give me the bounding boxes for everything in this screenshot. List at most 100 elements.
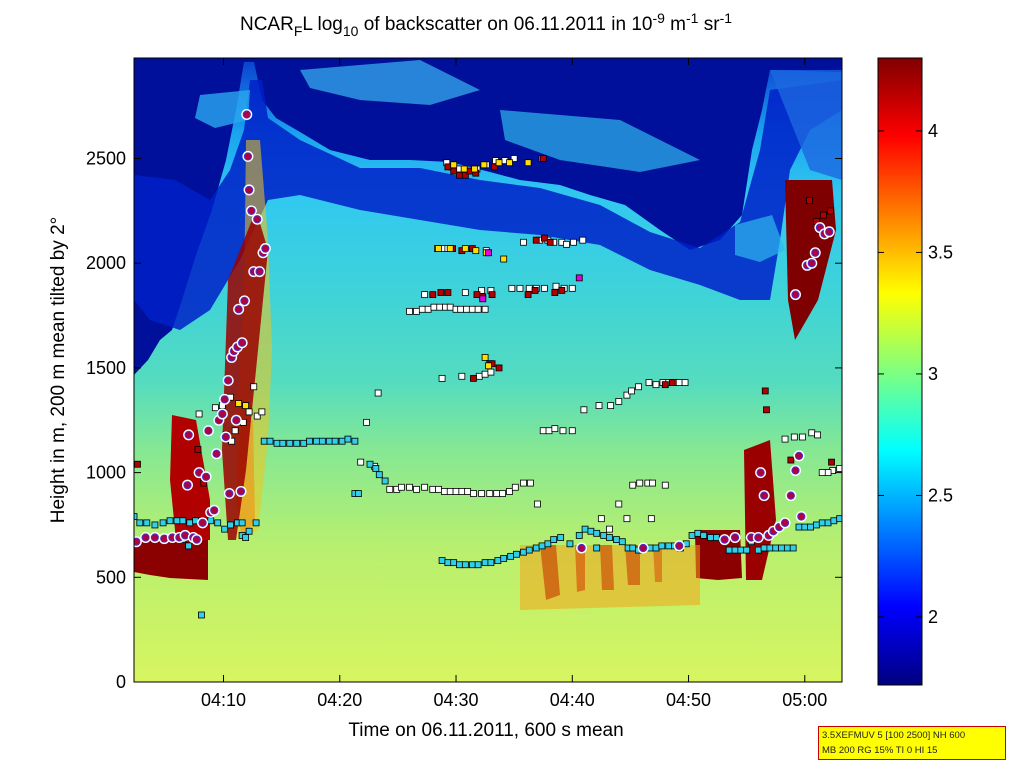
marker-square-cyan — [227, 521, 234, 529]
marker-square-cyan — [538, 542, 546, 550]
info-line-1: 3.5XEFMUV 5 [100 2500] NH 600 — [822, 730, 966, 741]
x-axis-label: Time on 06.11.2011, 600 s mean — [348, 720, 623, 741]
marker-square-cyan — [766, 544, 774, 552]
marker-square-darkred — [551, 289, 559, 296]
cloud-base-marker — [181, 531, 190, 540]
marker-square-white — [559, 427, 567, 435]
marker-square-cyan — [252, 519, 260, 527]
marker-square-white — [374, 389, 382, 397]
marker-square-darkred — [761, 387, 769, 395]
marker-square-cyan — [198, 611, 205, 619]
cloud-base-marker — [577, 543, 586, 553]
marker-square-darkred — [488, 291, 496, 299]
marker-square-white — [570, 238, 577, 246]
marker-square-cyan — [293, 439, 301, 447]
marker-square-white — [799, 433, 806, 441]
marker-square-white — [628, 387, 635, 395]
marker-square-white — [808, 429, 816, 437]
marker-square-cyan — [525, 546, 533, 554]
marker-square-white — [452, 488, 460, 495]
marker-square-white — [211, 404, 219, 412]
marker-square-cyan — [513, 550, 520, 558]
cloud-base-marker — [243, 152, 253, 161]
marker-square-cyan — [242, 534, 250, 541]
cloud-base-marker — [720, 535, 729, 544]
marker-square-white — [661, 481, 669, 489]
marker-square-white — [635, 383, 642, 391]
marker-square-white — [545, 427, 553, 435]
cloud-base-marker — [225, 489, 234, 498]
marker-square-white — [534, 500, 541, 508]
marker-square-cyan — [836, 515, 842, 523]
marker-square-cyan — [318, 437, 326, 445]
marker-square-yellow — [480, 161, 488, 169]
marker-square-white — [615, 500, 623, 508]
y-tick-label: 2000 — [86, 253, 126, 273]
marker-square-cyan — [487, 559, 495, 567]
marker-square-white — [511, 483, 519, 491]
marker-square-cyan — [354, 490, 362, 497]
x-tick-label: 04:30 — [434, 690, 479, 710]
cloud-base-marker — [639, 543, 648, 553]
cloud-base-marker — [201, 472, 211, 481]
marker-square-cyan — [795, 523, 803, 531]
marker-square-yellow — [450, 161, 458, 169]
info-line-2: MB 200 RG 15% TI 0 HI 15 — [822, 745, 938, 756]
marker-square-cyan — [783, 544, 791, 552]
marker-square-white — [623, 515, 631, 523]
marker-square-cyan — [731, 546, 739, 554]
marker-square-white — [615, 398, 623, 405]
marker-square-cyan — [566, 540, 574, 548]
marker-square-cyan — [238, 519, 246, 527]
marker-square-white — [457, 305, 465, 313]
marker-square-white — [253, 412, 261, 420]
marker-square-cyan — [136, 519, 144, 527]
marker-square-darkred — [531, 287, 539, 294]
marker-square-white — [540, 284, 548, 292]
y-tick-label: 1500 — [86, 358, 126, 378]
cloud-base-marker — [754, 533, 763, 542]
marker-square-white — [681, 379, 689, 386]
marker-square-white — [461, 289, 469, 296]
marker-square-cyan — [143, 519, 151, 527]
marker-square-white — [481, 305, 489, 313]
marker-square-darkred — [429, 291, 437, 299]
marker-square-cyan — [450, 559, 458, 567]
marker-square-cyan — [725, 546, 733, 554]
colorbar-tick-label: 3 — [928, 364, 938, 384]
marker-square-cyan — [520, 548, 527, 556]
marker-square-white — [568, 284, 576, 292]
cloud-base-marker — [242, 110, 251, 119]
marker-square-cyan — [743, 546, 751, 554]
marker-square-white — [421, 291, 429, 299]
marker-square-cyan — [273, 439, 281, 447]
marker-square-yellow — [460, 165, 468, 173]
marker-square-darkred — [763, 406, 770, 414]
marker-square-cyan — [575, 532, 583, 539]
marker-square-cyan — [606, 534, 613, 541]
marker-square-cyan — [618, 538, 626, 546]
marker-square-white — [481, 370, 489, 378]
marker-square-white — [552, 282, 560, 290]
cloud-base-marker — [760, 491, 769, 500]
marker-square-white — [418, 305, 426, 313]
marker-square-white — [435, 485, 442, 493]
marker-square-white — [508, 284, 516, 292]
cloud-base-marker — [825, 227, 834, 236]
marker-square-white — [824, 469, 832, 477]
marker-square-cyan — [351, 437, 359, 445]
chart-title: NCARFL log10 of backscatter on 06.11.201… — [240, 10, 732, 39]
marker-square-cyan — [707, 534, 715, 541]
marker-square-cyan — [754, 546, 762, 554]
marker-square-white — [597, 515, 605, 523]
marker-square-cyan — [185, 542, 193, 550]
marker-square-white — [636, 479, 644, 487]
marker-square-white — [468, 305, 476, 313]
marker-square-darkred — [470, 374, 477, 382]
marker-square-cyan — [629, 544, 637, 552]
marker-square-white — [475, 372, 483, 380]
cloud-base-marker — [255, 267, 264, 276]
cloud-base-marker — [224, 376, 233, 385]
marker-square-white — [527, 479, 534, 487]
